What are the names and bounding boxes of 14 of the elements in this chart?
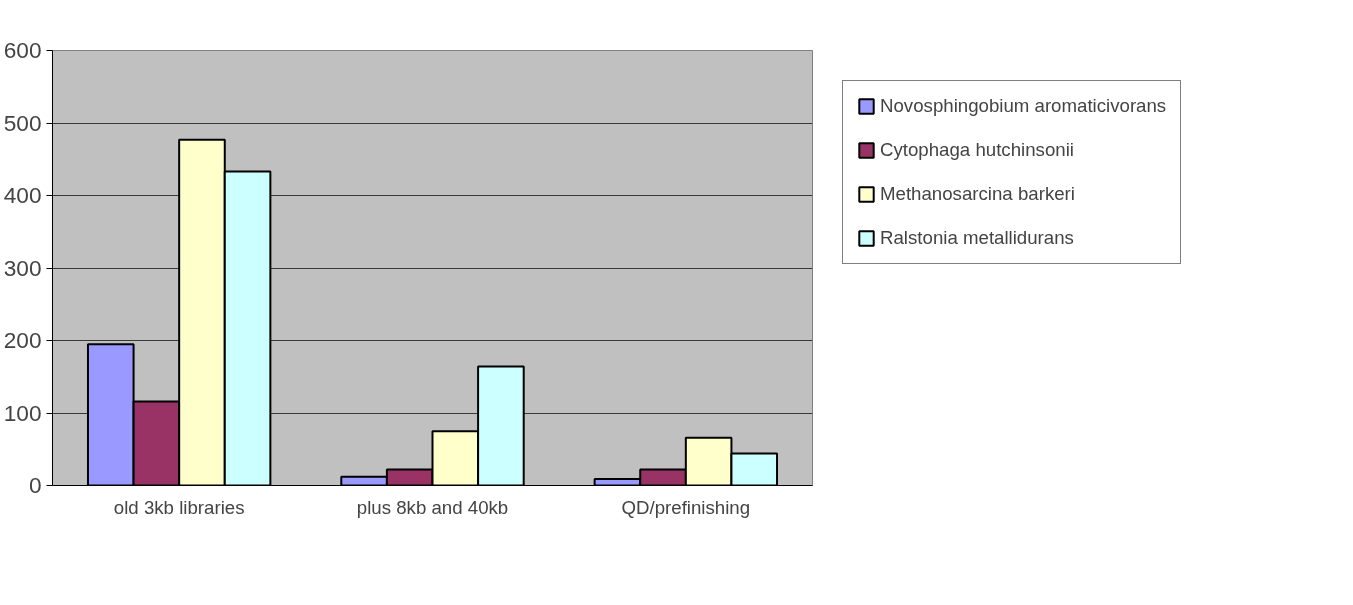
y-tick-label: 600 <box>3 37 42 63</box>
y-tick-label: 500 <box>3 109 42 136</box>
legend-label: Cytophaga hutchinsonii <box>880 139 1074 161</box>
y-tick-label: 400 <box>3 182 42 208</box>
legend-label: Methanosarcina barkeri <box>880 183 1075 205</box>
y-tick-label: 300 <box>3 254 42 281</box>
legend-label: Novosphingobium aromaticivorans <box>880 95 1167 117</box>
y-tick-label: 0 <box>28 472 42 498</box>
x-tick-label: old 3kb libraries <box>113 496 245 518</box>
legend-label: Ralstonia metallidurans <box>880 227 1074 249</box>
y-tick-label: 200 <box>3 327 42 353</box>
x-tick-label: plus 8kb and 40kb <box>356 496 509 518</box>
x-tick-label: QD/prefinishing <box>621 496 751 518</box>
y-tick-label: 100 <box>3 399 42 426</box>
